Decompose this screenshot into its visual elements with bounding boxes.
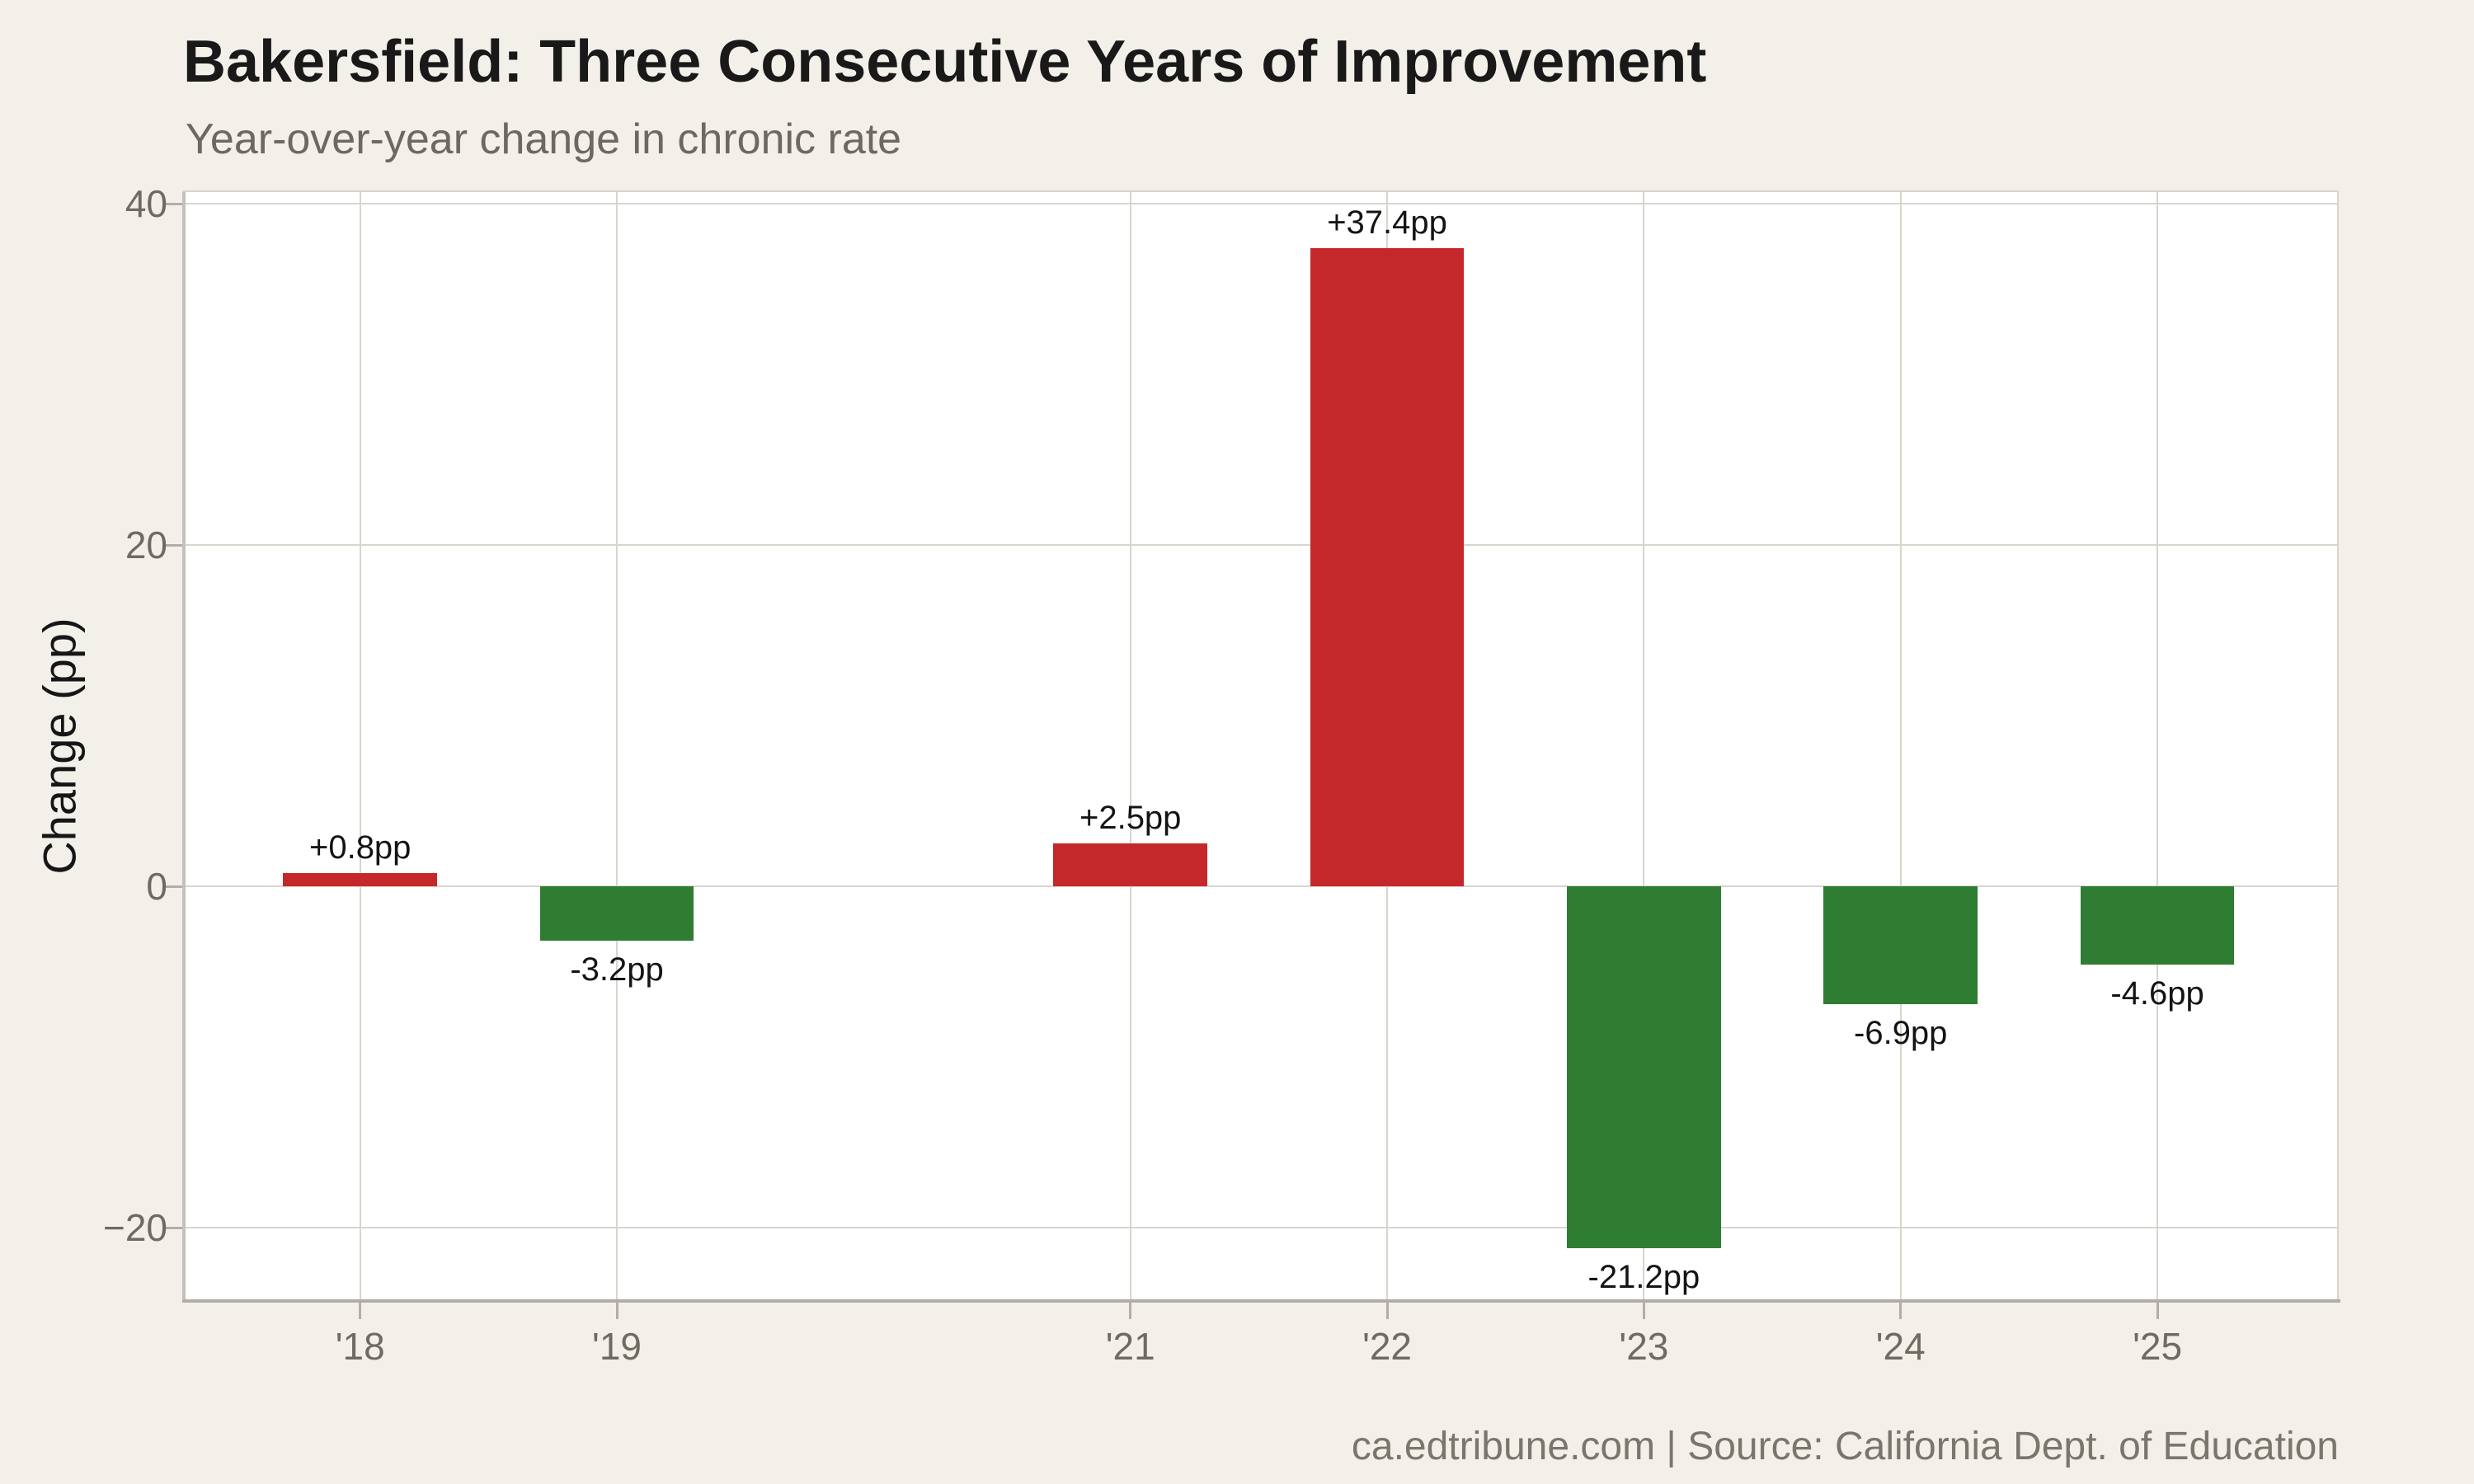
- bar-2019: [539, 886, 694, 942]
- h-gridline-20: [186, 544, 2337, 547]
- x-tick-label-2018: '18: [335, 1325, 385, 1368]
- v-gridline-2021: [1129, 192, 1131, 1299]
- x-tick-label-2019: '19: [592, 1325, 642, 1368]
- x-tick-mark-2021: [1129, 1303, 1132, 1319]
- bar-2021: [1053, 843, 1208, 887]
- chart-subtitle: Year-over-year change in chronic rate: [186, 115, 902, 163]
- y-tick-label--20: −20: [102, 1206, 167, 1250]
- y-tick-mark-40: [166, 202, 182, 205]
- y-tick-mark--20: [166, 1226, 182, 1229]
- axis-line-bottom: [182, 1299, 2340, 1303]
- y-tick-mark-20: [166, 543, 182, 547]
- x-tick-mark-2019: [615, 1303, 618, 1319]
- x-tick-mark-2024: [1899, 1303, 1903, 1319]
- bar-2018: [283, 872, 438, 887]
- x-tick-mark-2025: [2156, 1303, 2159, 1319]
- h-gridline-0: [186, 885, 2337, 888]
- bar-value-label-2022: +37.4pp: [1327, 204, 1447, 242]
- axis-line-left: [182, 192, 186, 1303]
- y-axis-title: Change (pp): [33, 618, 86, 875]
- v-gridline-2023: [1643, 192, 1645, 1299]
- plot-border-top: [182, 190, 2339, 192]
- x-tick-mark-2018: [359, 1303, 362, 1319]
- y-tick-mark-0: [166, 885, 182, 888]
- plot-background: [186, 192, 2337, 1299]
- chart-title: Bakersfield: Three Consecutive Years of …: [183, 29, 1707, 95]
- source-attribution: ca.edtribune.com | Source: California De…: [1351, 1425, 2339, 1468]
- y-tick-label-20: 20: [125, 524, 167, 567]
- x-tick-label-2021: '21: [1105, 1325, 1155, 1368]
- plot-border-right: [2337, 192, 2339, 1299]
- x-tick-label-2023: '23: [1619, 1325, 1669, 1368]
- bar-value-label-2019: -3.2pp: [570, 951, 664, 989]
- x-tick-mark-2022: [1385, 1303, 1389, 1319]
- bar-2024: [1823, 886, 1978, 1004]
- bar-value-label-2025: -4.6pp: [2110, 975, 2204, 1012]
- bar-2025: [2080, 886, 2235, 965]
- v-gridline-2018: [359, 192, 361, 1299]
- bar-2022: [1310, 248, 1465, 887]
- x-tick-mark-2023: [1642, 1303, 1645, 1319]
- v-gridline-2024: [1899, 192, 1902, 1299]
- x-tick-label-2022: '22: [1362, 1325, 1413, 1368]
- x-tick-label-2025: '25: [2133, 1325, 2183, 1368]
- h-gridline--20: [186, 1227, 2337, 1229]
- v-gridline-2019: [616, 192, 618, 1299]
- y-tick-label-0: 0: [146, 865, 167, 909]
- bar-value-label-2018: +0.8pp: [308, 829, 412, 866]
- v-gridline-2025: [2157, 192, 2159, 1299]
- bar-value-label-2023: -21.2pp: [1587, 1258, 1700, 1295]
- y-tick-label-40: 40: [125, 182, 167, 226]
- bar-value-label-2021: +2.5pp: [1079, 800, 1182, 837]
- bar-2023: [1566, 886, 1721, 1248]
- x-tick-label-2024: '24: [1875, 1325, 1926, 1368]
- bar-value-label-2024: -6.9pp: [1854, 1015, 1948, 1051]
- h-gridline-40: [186, 203, 2337, 205]
